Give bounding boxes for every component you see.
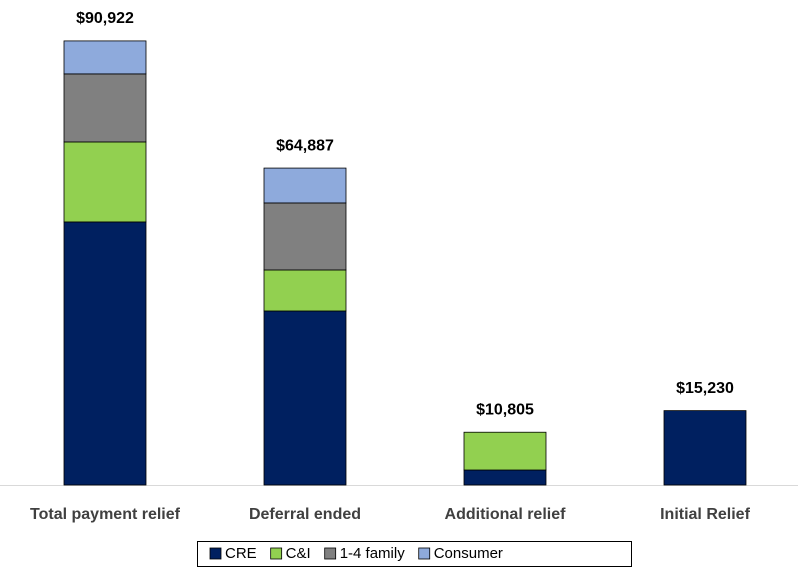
legend-swatch [324, 547, 337, 560]
total-label: $90,922 [76, 10, 134, 27]
bar-segment [263, 269, 347, 312]
bar-segment [263, 167, 347, 204]
legend-label: C&I [286, 545, 311, 562]
legend-box [197, 541, 632, 567]
bar-segment [463, 431, 547, 471]
legend-swatch [270, 547, 283, 560]
legend-swatch [209, 547, 222, 560]
bar-segment [263, 202, 347, 271]
total-label: $15,230 [676, 380, 734, 397]
x-tick-label: Initial Relief [660, 506, 750, 523]
legend-label: 1-4 family [340, 545, 406, 562]
bar-segment [663, 410, 747, 486]
legend-label: CRE [225, 545, 257, 562]
bar-segment [63, 73, 147, 143]
bar-segment [63, 221, 147, 486]
bar-segment [63, 141, 147, 223]
legend-label: Consumer [434, 545, 503, 562]
bar-segment [63, 40, 147, 75]
legend-swatch [418, 547, 431, 560]
x-tick-label: Deferral ended [249, 506, 361, 523]
bar-segment [263, 310, 347, 486]
x-tick-label: Total payment relief [30, 506, 181, 523]
total-label: $64,887 [276, 137, 334, 154]
bar-segment [463, 469, 547, 486]
x-tick-label: Additional relief [445, 506, 567, 523]
total-label: $10,805 [476, 401, 534, 418]
